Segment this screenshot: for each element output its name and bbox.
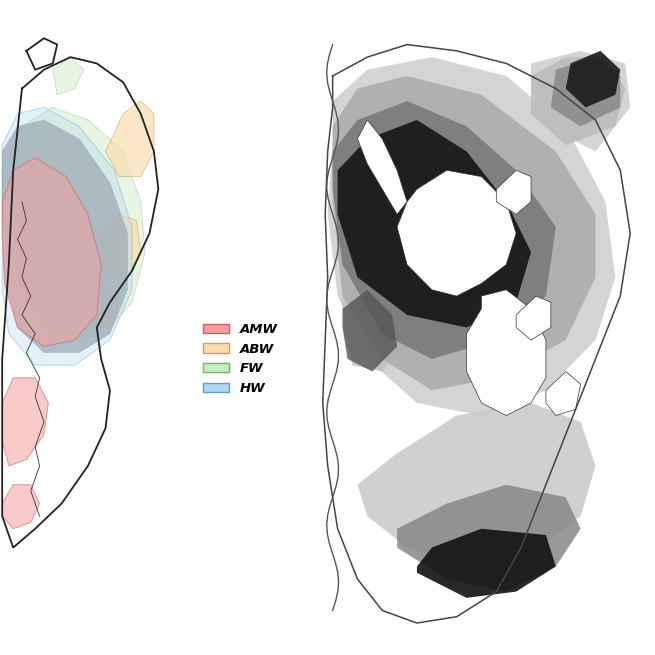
Legend: AMW, ABW, FW, HW: AMW, ABW, FW, HW (197, 318, 283, 400)
Polygon shape (358, 120, 407, 214)
Polygon shape (2, 107, 145, 340)
Polygon shape (546, 371, 580, 415)
Polygon shape (358, 403, 595, 567)
Polygon shape (516, 296, 551, 340)
Polygon shape (333, 101, 556, 359)
Polygon shape (551, 57, 620, 126)
Polygon shape (566, 51, 620, 107)
Polygon shape (328, 57, 615, 415)
Polygon shape (343, 277, 407, 371)
Polygon shape (397, 170, 516, 296)
Polygon shape (88, 290, 119, 328)
Polygon shape (496, 170, 531, 214)
Polygon shape (531, 51, 630, 151)
Polygon shape (53, 57, 84, 95)
Polygon shape (417, 529, 556, 598)
Polygon shape (343, 290, 397, 371)
Polygon shape (337, 120, 531, 328)
Polygon shape (466, 290, 546, 415)
Polygon shape (2, 120, 128, 352)
Polygon shape (2, 378, 48, 466)
Polygon shape (105, 101, 154, 177)
Polygon shape (333, 76, 595, 390)
Polygon shape (397, 485, 580, 591)
Polygon shape (2, 107, 132, 365)
Polygon shape (97, 214, 141, 277)
Polygon shape (2, 485, 39, 529)
Polygon shape (2, 158, 101, 346)
Polygon shape (531, 57, 626, 145)
